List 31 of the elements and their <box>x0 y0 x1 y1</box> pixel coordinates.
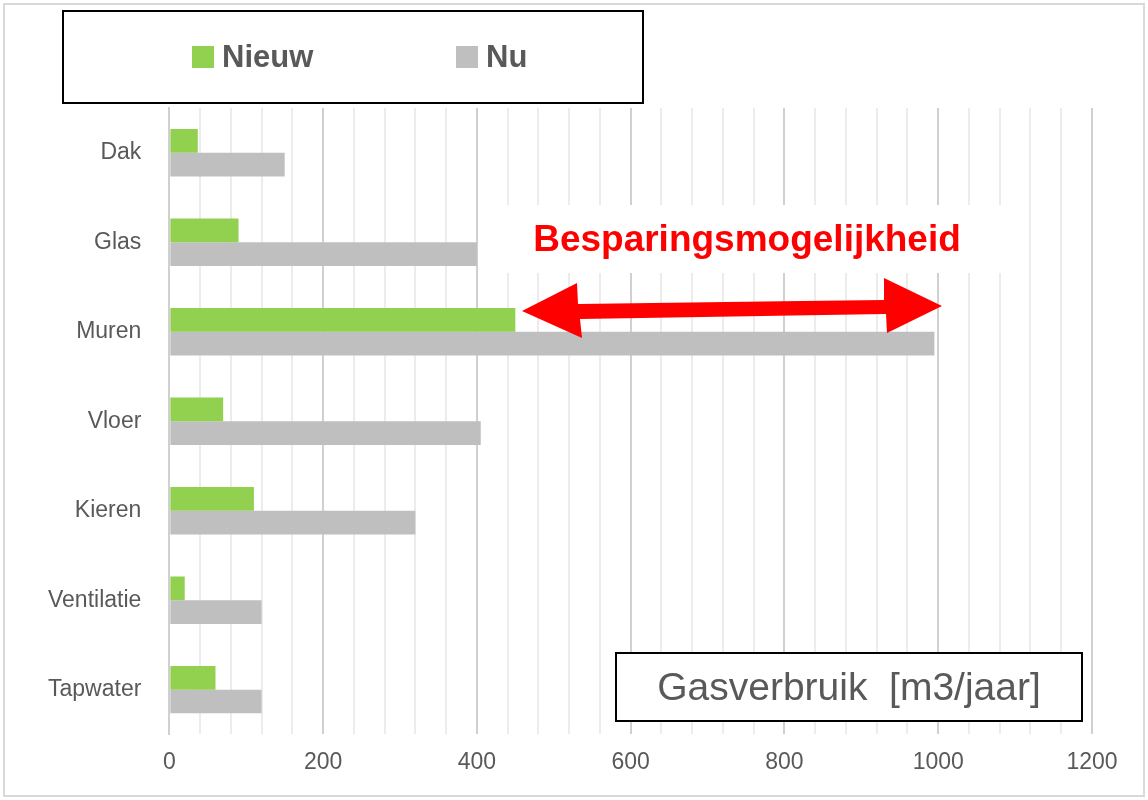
bar <box>170 600 262 624</box>
bar <box>170 152 285 177</box>
x-tick-label: 600 <box>611 747 650 774</box>
y-tick-label: Tapwater <box>48 675 142 701</box>
legend-label: Nu <box>486 39 528 75</box>
bar <box>170 397 224 422</box>
x-tick-label: 1000 <box>912 747 964 774</box>
annotation: Besparingsmogelijkheid <box>488 205 1006 273</box>
x-tick-label: 200 <box>303 747 343 774</box>
bar <box>170 689 262 714</box>
x-axis-title: Gasverbruik [m3/jaar] <box>615 652 1083 722</box>
x-tick-label: 400 <box>457 747 497 774</box>
bar <box>170 242 477 266</box>
bar <box>170 510 416 535</box>
bar <box>170 218 239 243</box>
bar <box>170 129 198 153</box>
y-tick-label: Dak <box>100 138 142 165</box>
bar <box>170 576 185 601</box>
bar <box>170 308 516 332</box>
bar <box>170 486 254 511</box>
bar <box>170 421 481 445</box>
x-tick-label: 0 <box>162 747 176 774</box>
legend-label: Nieuw <box>222 39 314 75</box>
y-tick-label: Kieren <box>74 496 142 523</box>
y-tick-label: Muren <box>76 317 142 344</box>
y-tick-label: Vloer <box>87 406 142 433</box>
x-tick-label: 1200 <box>1066 747 1118 774</box>
y-tick-label: Ventilatie <box>47 585 142 612</box>
y-tick-label: Glas <box>94 227 142 254</box>
bar <box>170 665 216 690</box>
x-tick-label: 800 <box>765 747 804 774</box>
